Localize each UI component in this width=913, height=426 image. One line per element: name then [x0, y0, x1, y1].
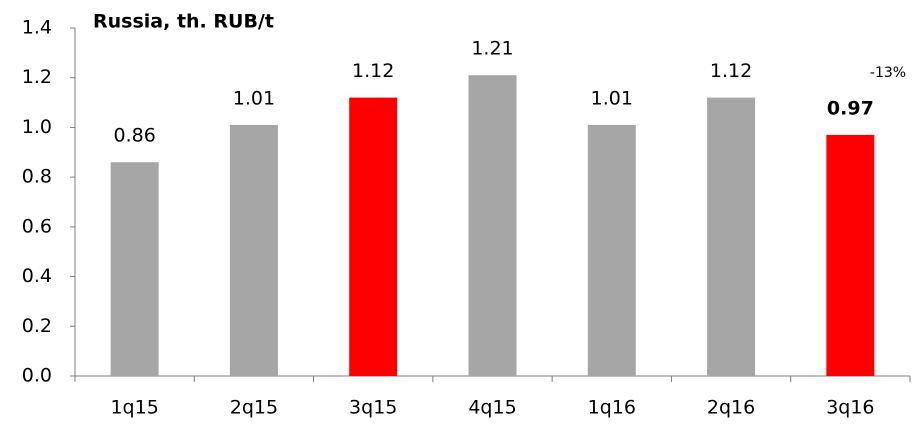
bar: [229, 124, 278, 376]
bar: [468, 75, 517, 376]
y-tick-label: 0.6: [22, 215, 52, 237]
value-label: 1.21: [471, 38, 513, 60]
value-label: 0.86: [113, 125, 155, 147]
y-tick-label: 0.4: [22, 265, 52, 287]
y-tick-label: 0.0: [22, 365, 52, 387]
value-label: 1.12: [352, 60, 394, 82]
y-tick-label: 1.0: [22, 116, 52, 138]
annotation: -13%: [870, 65, 906, 81]
bar: [110, 162, 159, 376]
bar: [349, 97, 398, 376]
bar: [826, 134, 875, 376]
value-label: 1.01: [233, 87, 275, 109]
y-tick-label: 1.2: [22, 66, 52, 88]
value-label: 1.01: [591, 87, 633, 109]
x-tick-label: 2q15: [230, 397, 278, 419]
x-tick-label: 4q15: [468, 397, 516, 419]
y-tick-label: 0.2: [22, 315, 52, 337]
x-tick-label: 1q16: [588, 397, 636, 419]
x-tick-label: 3q16: [826, 397, 874, 419]
value-label: 1.12: [710, 60, 752, 82]
y-tick-label: 1.4: [22, 17, 52, 39]
chart-title: Russia, th. RUB/t: [93, 11, 274, 33]
x-tick-label: 1q15: [110, 397, 158, 419]
bar: [707, 97, 756, 376]
y-tick-label: 0.8: [22, 166, 52, 188]
x-tick-label: 3q15: [349, 397, 397, 419]
value-label: 0.97: [827, 97, 874, 119]
x-tick-label: 2q16: [707, 397, 755, 419]
bar: [587, 124, 636, 376]
